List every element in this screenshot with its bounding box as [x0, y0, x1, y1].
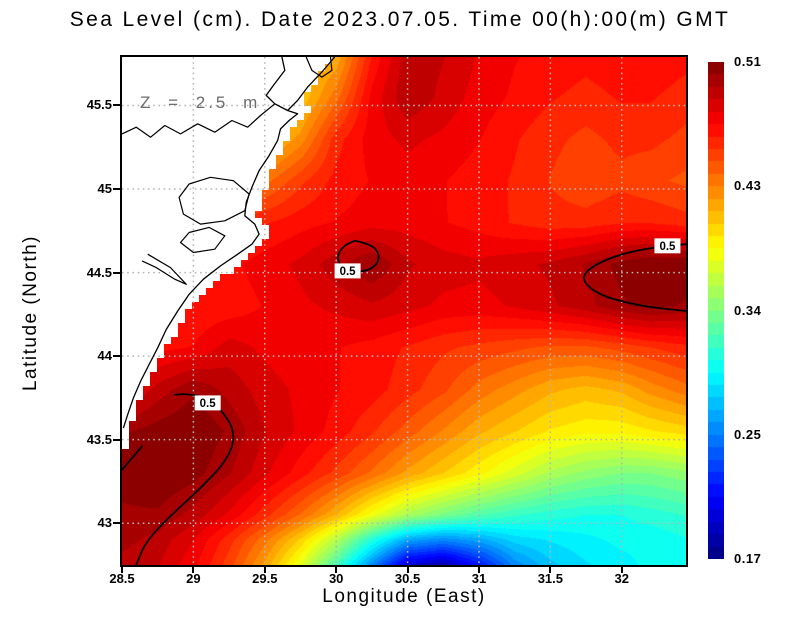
contour-0p5-band_southwest_west — [122, 445, 143, 471]
colorbar-tick-label: 0.43 — [734, 178, 762, 194]
tick-mark — [477, 567, 480, 573]
plot-area: 0.5 0.5 0.5 Z = 2.5 m — [120, 55, 688, 567]
tick-mark — [113, 271, 120, 274]
colorbar-tick-label: 0.17 — [734, 551, 762, 566]
tick-label: 29 — [186, 571, 201, 586]
tick-mark — [113, 355, 120, 358]
tick-mark — [113, 104, 120, 107]
coastline-coast_main — [122, 57, 299, 429]
tick-mark — [335, 567, 338, 573]
colorbar-tick-label: 0.34 — [734, 302, 762, 318]
contour-label-box — [334, 263, 361, 279]
y-axis-title: Latitude (North) — [20, 235, 41, 392]
tick-label: 29.5 — [252, 571, 278, 586]
coastline-lagoon1 — [178, 176, 250, 225]
coastline-river — [122, 103, 276, 138]
map-overlay: 0.5 0.5 0.5 — [122, 57, 686, 565]
contour-label: 0.5 — [659, 241, 676, 253]
contour-label: 0.5 — [200, 398, 217, 410]
tick-label: 30 — [328, 571, 344, 586]
tick-mark — [549, 567, 552, 573]
contour-label-box — [654, 238, 681, 254]
contour-label: 0.5 — [340, 266, 357, 278]
x-axis-title: Longitude (East) — [322, 586, 486, 607]
tick-label: 44 — [97, 348, 112, 364]
coastline-top_claw — [305, 57, 333, 78]
tick-mark — [192, 567, 195, 573]
contour-0p5-blob_east — [583, 243, 686, 312]
tick-mark — [620, 567, 623, 573]
tick-label: 44.5 — [86, 264, 112, 280]
tick-label: 45.5 — [86, 97, 112, 113]
tick-mark — [113, 188, 120, 190]
tick-label: 43 — [97, 515, 112, 531]
tick-label: 43.5 — [86, 431, 112, 447]
tick-mark — [263, 567, 266, 573]
tick-mark — [121, 567, 123, 573]
colorbar — [708, 62, 724, 559]
tick-mark — [406, 567, 409, 573]
contour-label-box — [194, 395, 221, 411]
coastline-hook — [141, 253, 187, 285]
chart-title: Sea Level (cm). Date 2023.07.05. Time 00… — [69, 8, 731, 31]
tick-mark — [113, 522, 120, 525]
coastline-lagoon2 — [179, 226, 226, 254]
tick-label: 31.5 — [537, 571, 563, 586]
land-mask — [122, 57, 332, 456]
tick-label: 30.5 — [394, 571, 421, 586]
tick-label: 45 — [97, 181, 112, 196]
depth-annotation: Z = 2.5 m — [140, 93, 261, 112]
colorbar-tick-label: 0.51 — [734, 54, 762, 69]
tick-label: 28.5 — [109, 571, 135, 586]
tick-mark — [113, 438, 120, 441]
contour-0p5-band_southwest — [135, 393, 235, 565]
coastline-delta_seaward — [287, 57, 336, 111]
colorbar-tick-label: 0.25 — [734, 426, 762, 442]
tick-label: 32 — [614, 571, 629, 586]
tick-label: 31 — [471, 571, 487, 586]
